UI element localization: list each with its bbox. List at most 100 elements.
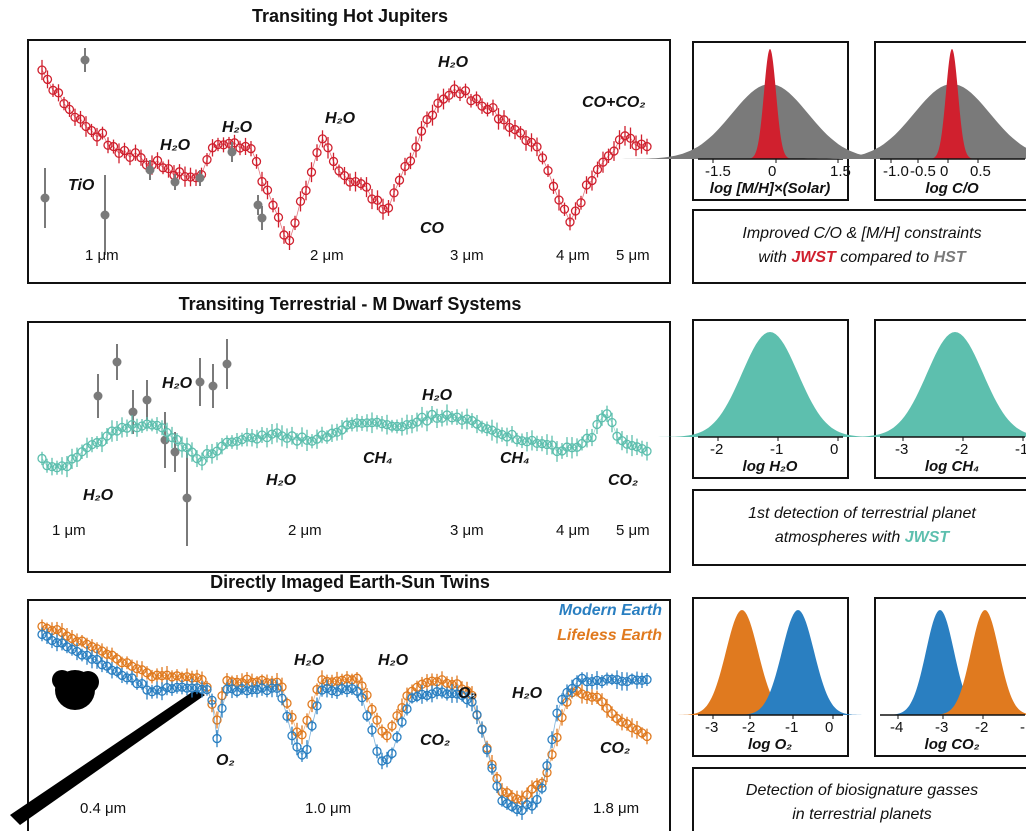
spectrum-point	[512, 435, 522, 445]
spectrum-point	[402, 691, 412, 701]
feature-label: H₂O	[378, 652, 409, 669]
posterior-curve	[658, 332, 882, 437]
note-frame	[692, 489, 1026, 566]
spectrum-point	[267, 429, 277, 439]
note-segment: Improved C/O & [M/H] constraints	[742, 225, 981, 242]
posterior-curve	[746, 49, 794, 159]
spectrum-point	[532, 780, 542, 790]
posterior-tick-label: 0	[940, 163, 948, 180]
spectrum-point	[617, 717, 627, 727]
spectrum-point	[527, 801, 537, 811]
posterior-axis-label: log CO₂	[925, 736, 980, 753]
spectrum-point	[352, 686, 362, 696]
spectrum-point	[457, 415, 467, 426]
spectrum-point	[576, 198, 586, 208]
spectrum-point	[142, 419, 152, 429]
spectrum-point	[382, 731, 392, 741]
spectrum-point	[67, 633, 77, 644]
spectrum-line	[41, 413, 648, 469]
posterior-tick-label: -1	[1020, 719, 1026, 736]
telescope-silhouette	[10, 670, 205, 825]
spectrum-point	[607, 709, 617, 719]
spectrum-point	[620, 131, 630, 141]
feature-label: H₂O	[438, 54, 469, 71]
spectrum-point	[482, 745, 492, 755]
spectrum-point	[502, 432, 512, 442]
spectrum-point	[537, 783, 547, 793]
posterior-frame	[874, 597, 1026, 757]
panel-title: Transiting Terrestrial - M Dwarf Systems	[179, 294, 522, 314]
spectrum-point	[382, 420, 392, 430]
spectrum-point	[182, 672, 192, 682]
spectrum-point	[192, 453, 202, 464]
spectrum-point	[125, 152, 135, 163]
spectrum-point	[170, 177, 180, 187]
spectrum-point	[277, 682, 287, 692]
spectrum-point	[287, 431, 297, 441]
spectrum-point	[488, 102, 498, 113]
spectrum-point	[377, 419, 387, 429]
feature-label: H₂O	[422, 387, 453, 404]
spectrum-point	[442, 410, 452, 420]
spectrum-point	[240, 141, 251, 152]
spectrum-point	[195, 173, 205, 183]
spectrum-point	[565, 217, 575, 227]
spectrum-point	[47, 635, 57, 646]
spectrum-point	[152, 155, 163, 166]
spectrum-point	[422, 677, 432, 688]
spectrum-point	[251, 156, 262, 167]
spectrum-point	[447, 413, 457, 423]
spectrum-point	[397, 717, 407, 727]
spectrum-point	[162, 670, 172, 680]
spectrum-point	[427, 689, 437, 699]
spectrum-point	[112, 357, 122, 367]
spectrum-line	[41, 69, 648, 242]
spectrum-point	[257, 176, 267, 187]
spectrum-point	[347, 683, 357, 694]
spectrum-point	[467, 697, 477, 707]
spectrum-point	[462, 695, 472, 705]
spectrum-point	[444, 90, 454, 101]
spectrum-point	[577, 689, 587, 699]
spectrum-point	[312, 147, 322, 158]
spectrum-point	[642, 731, 652, 742]
spectrum-point	[282, 711, 292, 722]
spectrum-point	[552, 708, 562, 718]
posterior-tick-label: -1	[1015, 441, 1026, 458]
spectrum-line	[41, 634, 648, 811]
spectrum-point	[253, 200, 263, 210]
spectrum-point	[548, 181, 559, 191]
spectrum-point	[167, 432, 177, 443]
spectrum-point	[383, 203, 394, 213]
spectrum-point	[237, 434, 247, 445]
spectrum-point	[552, 732, 562, 743]
spectrum-line	[41, 626, 648, 801]
spectrum-point	[636, 139, 647, 149]
spectrum-point	[562, 442, 572, 452]
spectrum-point	[632, 725, 642, 735]
spectrum-point	[97, 128, 108, 138]
spectrum-point	[493, 114, 504, 124]
spectrum-point	[162, 427, 172, 438]
spectrum-point	[412, 691, 422, 702]
spectrum-point	[455, 89, 465, 99]
spectrum-point	[227, 147, 237, 157]
spectrum-point	[207, 695, 217, 705]
spectrum-point	[328, 156, 339, 167]
spectrum-point	[557, 694, 567, 705]
spectrum-point	[132, 664, 142, 674]
feature-label: CO	[420, 220, 445, 237]
note-segment: Detection of biosignature gasses	[746, 782, 978, 799]
spectrum-point	[637, 443, 647, 454]
spectrum-point	[287, 731, 297, 741]
spectrum-point	[642, 141, 652, 152]
spectrum-point	[162, 682, 172, 693]
spectrum-point	[499, 115, 509, 125]
spectrum-point	[147, 687, 157, 697]
spectrum-point	[187, 447, 197, 457]
spectrum-point	[602, 409, 612, 419]
feature-label: H₂O	[83, 487, 114, 504]
spectrum-point	[477, 724, 487, 735]
spectrum-point	[622, 439, 632, 449]
x-tick-label: 3 μm	[450, 247, 484, 264]
